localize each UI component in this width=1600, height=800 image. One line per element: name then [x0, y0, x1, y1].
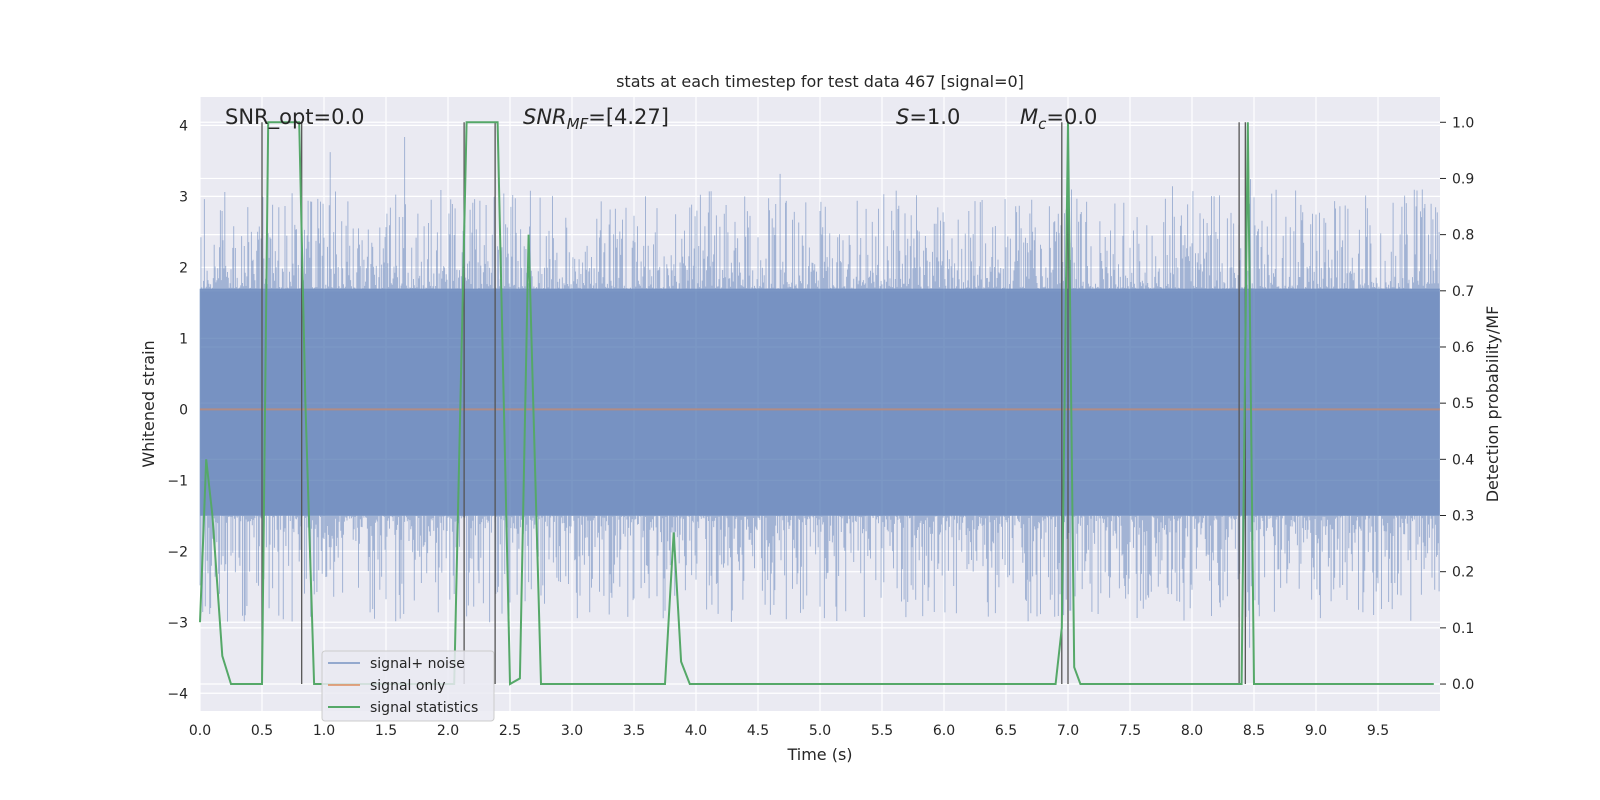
legend-label-stats: signal statistics: [370, 700, 478, 716]
y-axis-label-left: Whitened strain: [139, 340, 158, 467]
annotation-snr-mf-sub: MF: [567, 115, 589, 133]
annotation-mc: Mc=0.0: [1020, 105, 1097, 133]
y-tick-label-left: 0: [179, 402, 188, 418]
y-axis-label-right: Detection probability/MF: [1483, 306, 1502, 503]
signal-statistics-series: [199, 121, 1434, 686]
signal-noise-series: [199, 137, 1440, 648]
x-tick-label: 1.0: [313, 723, 335, 739]
x-tick-label: 5.5: [871, 723, 893, 739]
y-tick-label-right: 0.2: [1452, 565, 1474, 581]
y-tick-label-left: 3: [179, 189, 188, 205]
y-tick-label-left: 1: [179, 331, 188, 347]
annotation-snr-mf: SNRMF=[4.27]: [523, 105, 669, 133]
x-tick-label: 3.5: [623, 723, 645, 739]
annotation-s: S=1.0: [896, 105, 960, 129]
x-tick-label: 4.0: [685, 723, 707, 739]
x-tick-label: 0.5: [251, 723, 273, 739]
y-tick-label-right: 0.8: [1452, 228, 1474, 244]
annotation-mc-label: M: [1020, 105, 1038, 129]
legend-label-noise: signal+ noise: [370, 656, 465, 672]
x-tick-label: 7.0: [1057, 723, 1079, 739]
x-tick-label: 8.5: [1243, 723, 1265, 739]
x-axis-label: Time (s): [786, 745, 852, 764]
y-tick-label-right: 0.1: [1452, 621, 1474, 637]
chart-title: stats at each timestep for test data 467…: [616, 72, 1024, 91]
legend: signal+ noise signal only signal statist…: [321, 650, 495, 722]
annotation-s-value: =1.0: [909, 105, 960, 129]
x-tick-label: 6.0: [933, 723, 955, 739]
x-tick-label: 3.0: [561, 723, 583, 739]
x-tick-label: 0.0: [189, 723, 211, 739]
y-tick-label-left: −1: [167, 473, 188, 489]
annotation-snr-mf-label: SNR: [523, 105, 567, 129]
y-tick-label-right: 0.4: [1452, 452, 1474, 468]
x-tick-label: 9.0: [1305, 723, 1327, 739]
right-y-axis-ticks: 1.0 0.9 0.8 0.7 0.6 0.5 0.4 0.3 0.2 0.1 0.0: [1440, 115, 1474, 693]
y-tick-label-left: 2: [179, 260, 188, 276]
y-tick-label-right: 0.6: [1452, 340, 1474, 356]
x-tick-label: 9.5: [1367, 723, 1389, 739]
legend-box: [321, 650, 495, 722]
left-y-axis-ticks: 4 3 2 1 0 −1 −2 −3 −4: [167, 118, 188, 702]
y-tick-label-left: 4: [179, 118, 188, 134]
x-tick-label: 7.5: [1119, 723, 1141, 739]
x-tick-label: 4.5: [747, 723, 769, 739]
x-tick-label: 2.5: [499, 723, 521, 739]
annotation-s-label: S: [896, 105, 909, 129]
annotation-mc-sub: c: [1038, 115, 1047, 133]
annotation-snr-mf-value: =[4.27]: [588, 105, 669, 129]
annotation-snr-opt: SNR_opt=0.0: [225, 105, 365, 130]
noise-band: [200, 288, 1440, 516]
legend-label-signal: signal only: [370, 678, 445, 694]
x-tick-label: 1.5: [375, 723, 397, 739]
x-tick-label: 6.5: [995, 723, 1017, 739]
annotation-mc-value: =0.0: [1046, 105, 1097, 129]
y-tick-label-right: 0.5: [1452, 396, 1474, 412]
y-tick-label-right: 0.3: [1452, 509, 1474, 525]
y-tick-label-right: 0.0: [1452, 677, 1474, 693]
y-tick-label-left: −3: [167, 615, 188, 631]
signal-statistics-line: [199, 121, 1434, 686]
x-tick-label: 2.0: [437, 723, 459, 739]
y-tick-label-right: 1.0: [1452, 115, 1474, 131]
x-axis-ticks: 0.0 0.5 1.0 1.5 2.0 2.5 3.0 3.5 4.0 4.5 5.0 5.5 6.0 6…: [189, 723, 1389, 739]
y-tick-label-right: 0.9: [1452, 171, 1474, 187]
y-tick-label-right: 0.7: [1452, 284, 1474, 300]
noise-trace: [199, 137, 1440, 648]
y-tick-label-left: −2: [167, 544, 188, 560]
y-tick-label-left: −4: [167, 686, 188, 702]
x-tick-label: 8.0: [1181, 723, 1203, 739]
x-tick-label: 5.0: [809, 723, 831, 739]
